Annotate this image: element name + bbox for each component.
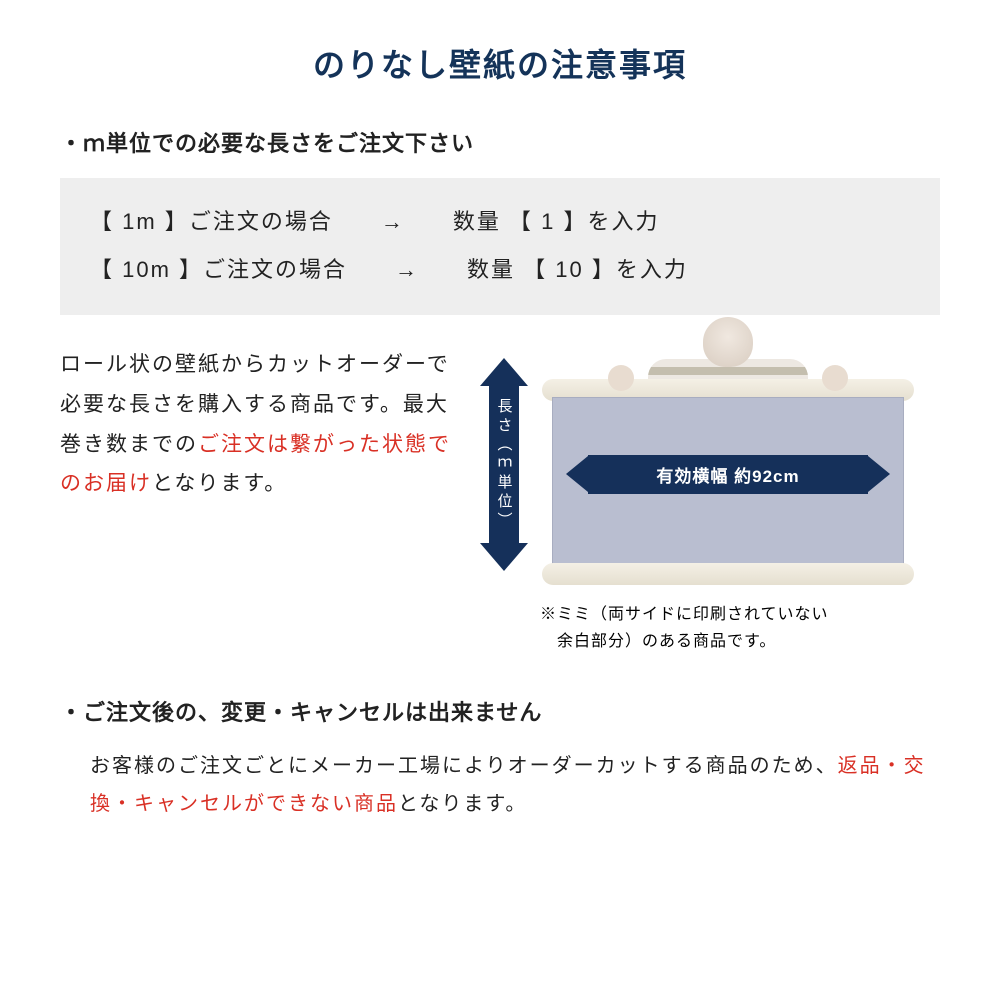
bullet-no-cancel: ・ご注文後の、変更・キャンセルは出来ません <box>60 695 940 727</box>
middle-section: ロール状の壁紙からカットオーダーで必要な長さを購入する商品です。最大巻き数までの… <box>60 345 940 655</box>
order-qty-2: 10m <box>122 257 171 282</box>
page-title: のりなし壁紙の注意事項 <box>60 40 940 86</box>
arrow-left-icon <box>566 456 588 492</box>
mimi-note: ※ミミ（両サイドに印刷されていない 余白部分）のある商品です。 <box>480 601 940 655</box>
arrow-right-icon <box>868 456 890 492</box>
cancel-description: お客様のご注文ごとにメーカー工場によりオーダーカットする商品のため、返品・交換・… <box>60 747 940 823</box>
order-row-2: 【 10m 】ご注文の場合 → 数量 【 10 】を入力 <box>90 246 910 294</box>
wallpaper-roll-illustration: 有効横幅 約92cm <box>538 345 918 585</box>
order-example-box: 【 1m 】ご注文の場合 → 数量 【 1 】を入力 【 10m 】ご注文の場合… <box>60 178 940 315</box>
arrow-up-icon <box>480 358 528 386</box>
order-row-1: 【 1m 】ご注文の場合 → 数量 【 1 】を入力 <box>90 198 910 246</box>
roll-bottom-bar <box>542 563 914 585</box>
horizontal-arrow-label: 有効横幅 約92cm <box>588 455 868 494</box>
wallpaper-diagram: 長さ（ｍ単位） 有効横幅 約92cm ※ミミ（両サイドに印刷されていない <box>480 345 940 655</box>
horizontal-width-arrow: 有効横幅 約92cm <box>566 455 890 494</box>
order-qty-1: 1m <box>122 209 157 234</box>
cut-order-description: ロール状の壁紙からカットオーダーで必要な長さを購入する商品です。最大巻き数までの… <box>60 345 460 655</box>
vertical-arrow-label: 長さ（ｍ単位） <box>489 386 519 543</box>
hand-left <box>608 365 634 391</box>
vertical-length-arrow: 長さ（ｍ単位） <box>480 358 528 571</box>
arrow-down-icon <box>480 543 528 571</box>
hand-right <box>822 365 848 391</box>
bullet-order-unit: ・ｍ単位での必要な長さをご注文下さい <box>60 126 940 158</box>
person-head <box>703 317 753 367</box>
